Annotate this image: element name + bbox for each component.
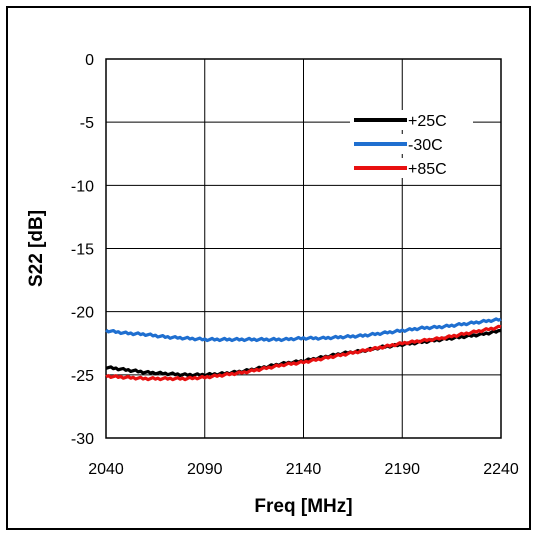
x-tick-label: 2090 — [187, 461, 223, 478]
y-tick-label: -5 — [80, 115, 94, 132]
y-tick-labels: 0 -5 -10 -15 -20 -25 -30 — [71, 52, 94, 448]
y-tick-label: -25 — [71, 368, 94, 385]
y-tick-label: -15 — [71, 242, 94, 259]
y-tick-label: -20 — [71, 305, 94, 322]
legend-label: +25C — [408, 113, 447, 130]
y-tick-label: 0 — [85, 52, 94, 69]
legend: +25C -30C +85C — [350, 110, 473, 178]
series-layer — [105, 317, 502, 382]
legend-bg — [350, 158, 473, 178]
x-axis-title: Freq [MHz] — [254, 496, 352, 517]
x-tick-label: 2190 — [384, 461, 420, 478]
y-axis-title: S22 [dB] — [26, 210, 47, 287]
plot-area — [105, 58, 502, 439]
legend-label: +85C — [408, 161, 447, 178]
y-tick-label: -30 — [71, 431, 94, 448]
legend-label: -30C — [408, 137, 443, 154]
x-tick-label: 2240 — [483, 461, 519, 478]
y-tick-label: -10 — [71, 178, 94, 195]
x-tick-labels: 2040 2090 2140 2190 2240 — [88, 461, 519, 478]
legend-bg — [350, 110, 473, 130]
series-line-1 — [105, 317, 502, 343]
chart-svg: 2040 2090 2140 2190 2240 0-5-10-15-20-25-30 … — [26, 52, 519, 517]
legend-bg — [350, 134, 473, 154]
series-line-2 — [105, 324, 502, 382]
x-tick-label: 2140 — [286, 461, 322, 478]
x-tick-label: 2040 — [88, 461, 124, 478]
chart-frame: 2040 2090 2140 2190 2240 0 -5 -10 -15 -20 -25 -30 … — [6, 6, 531, 530]
